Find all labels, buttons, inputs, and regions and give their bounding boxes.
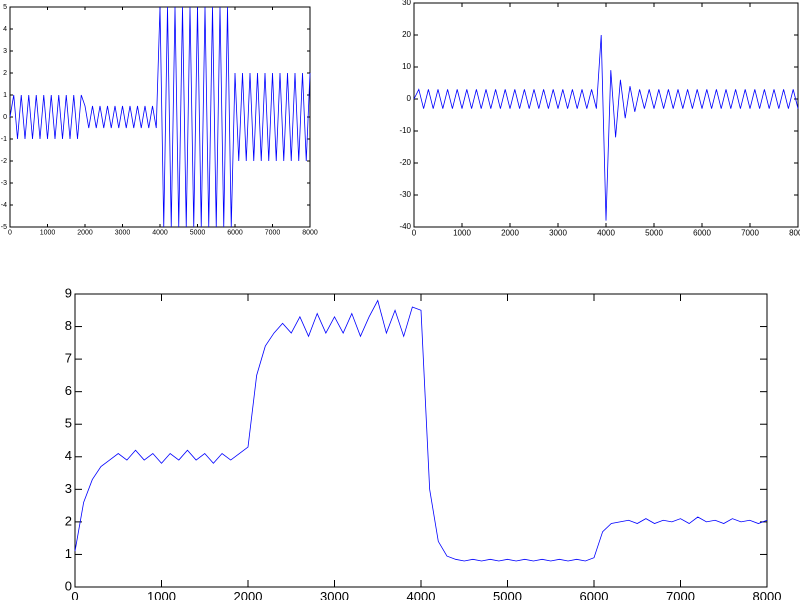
signal-line xyxy=(413,34,799,221)
x-tick-label: 1000 xyxy=(453,229,471,238)
y-tick-label: 5 xyxy=(65,416,72,431)
axes-frame xyxy=(9,6,311,228)
y-tick-label: 4 xyxy=(3,26,7,33)
x-tick-label: 2000 xyxy=(501,229,519,238)
y-tick-label: 20 xyxy=(402,30,411,39)
x-tick-label: 0 xyxy=(412,229,417,238)
y-tick-label: 0 xyxy=(65,578,72,593)
y-tick-label: -30 xyxy=(399,190,411,199)
x-tick-label: 3000 xyxy=(320,589,349,600)
x-tick-label: 4000 xyxy=(407,589,436,600)
y-tick-label: 0 xyxy=(3,114,7,121)
y-tick-label: 10 xyxy=(402,62,411,71)
y-tick-label: -3 xyxy=(1,180,7,187)
y-tick-label: 3 xyxy=(65,481,72,496)
x-tick-label: 7000 xyxy=(666,589,695,600)
x-tick-label: 5000 xyxy=(645,229,663,238)
x-tick-label: 6000 xyxy=(580,589,609,600)
x-tick-label: 5000 xyxy=(493,589,522,600)
y-tick-label: 6 xyxy=(65,383,72,398)
y-tick-label: -40 xyxy=(399,222,411,231)
signal-line xyxy=(74,299,768,562)
y-tick-label: 3 xyxy=(3,48,7,55)
y-tick-label: 7 xyxy=(65,351,72,366)
y-tick-label: -4 xyxy=(1,202,7,209)
y-tick-label: 2 xyxy=(65,513,72,528)
y-tick-label: -20 xyxy=(399,158,411,167)
x-tick-label: 1000 xyxy=(40,229,56,236)
x-tick-label: 4000 xyxy=(152,229,168,236)
x-tick-label: 3000 xyxy=(115,229,131,236)
x-tick-label: 0 xyxy=(8,229,12,236)
axes-frame xyxy=(413,2,799,228)
axes-frame xyxy=(74,293,768,588)
signal-line xyxy=(9,6,311,228)
y-tick-label: 30 xyxy=(402,0,411,7)
x-tick-label: 6000 xyxy=(227,229,243,236)
y-tick-label: -2 xyxy=(1,158,7,165)
x-tick-label: 2000 xyxy=(234,589,263,600)
y-tick-label: -10 xyxy=(399,126,411,135)
x-tick-label: 7000 xyxy=(265,229,281,236)
y-tick-label: 1 xyxy=(3,92,7,99)
x-tick-label: 3000 xyxy=(549,229,567,238)
x-tick-label: 2000 xyxy=(77,229,93,236)
y-tick-label: 9 xyxy=(65,285,72,300)
x-tick-label: 5000 xyxy=(190,229,206,236)
y-tick-label: 0 xyxy=(407,94,412,103)
y-tick-label: 2 xyxy=(3,70,7,77)
y-tick-label: 1 xyxy=(65,546,72,561)
y-tick-label: 8 xyxy=(65,318,72,333)
y-tick-label: -5 xyxy=(1,224,7,231)
x-tick-label: 4000 xyxy=(597,229,615,238)
x-tick-label: 6000 xyxy=(693,229,711,238)
x-tick-label: 1000 xyxy=(147,589,176,600)
x-tick-label: 8000 xyxy=(789,229,800,238)
y-tick-label: 4 xyxy=(65,448,72,463)
x-tick-label: 8000 xyxy=(753,589,782,600)
y-tick-label: -1 xyxy=(1,136,7,143)
x-tick-label: 8000 xyxy=(302,229,318,236)
x-tick-label: 0 xyxy=(71,589,78,600)
x-tick-label: 7000 xyxy=(741,229,759,238)
y-tick-label: 5 xyxy=(3,4,7,11)
